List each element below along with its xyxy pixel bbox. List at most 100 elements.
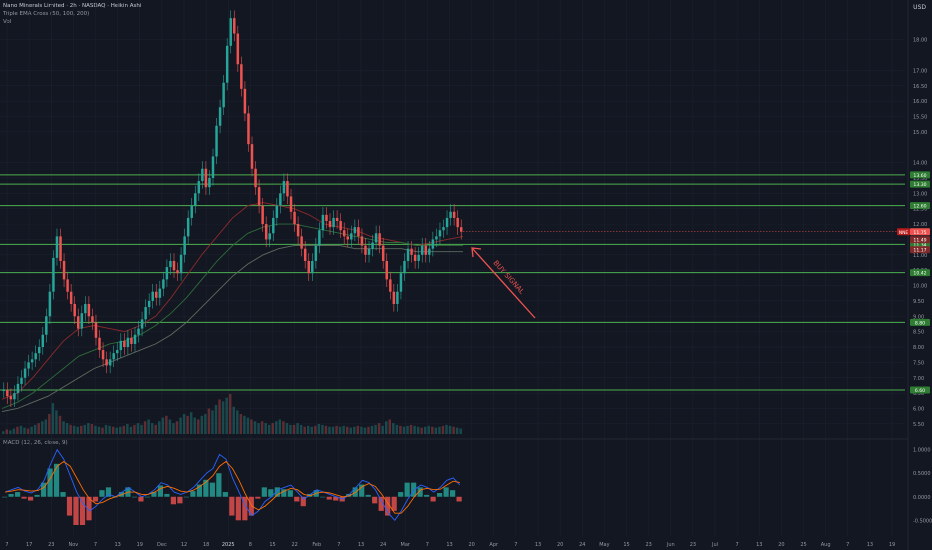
time-tick-label: 13	[867, 542, 873, 548]
candle	[225, 45, 229, 83]
volume-bar	[310, 426, 313, 434]
candle	[190, 205, 193, 218]
macd-histogram-bar	[235, 496, 241, 521]
macd-line	[5, 448, 461, 522]
time-tick-label: 2025	[222, 542, 235, 548]
candle	[169, 260, 172, 268]
volume-bar	[175, 421, 179, 434]
candle	[45, 316, 48, 335]
candle	[9, 396, 13, 400]
price-tick-label: 12.00	[913, 222, 927, 228]
candle	[194, 193, 197, 206]
symbol-title[interactable]: Nano Minerals Limited · 2h · NASDAQ · He…	[3, 3, 142, 9]
candle	[459, 227, 463, 232]
volume-bar	[168, 419, 172, 434]
candle	[59, 236, 62, 261]
volume-bar	[154, 424, 157, 434]
volume-bar	[119, 426, 122, 434]
time-tick-label: Mar	[401, 542, 411, 548]
macd-histogram-bar	[229, 496, 235, 516]
price-tick-label: 8.50	[913, 330, 924, 336]
macd-tick-label: 0.0000	[913, 495, 931, 501]
volume-bar	[16, 426, 19, 434]
candle	[112, 353, 115, 360]
volume-bar	[275, 421, 278, 434]
macd-histogram-bar	[378, 496, 384, 511]
volume-bar	[62, 421, 65, 434]
volume-bar	[285, 423, 289, 434]
macd-histogram-bar	[359, 484, 365, 497]
volume-bar	[186, 415, 189, 434]
volume-bar	[434, 427, 438, 434]
macd-histogram-bar	[73, 496, 79, 525]
macd-histogram-bar	[209, 482, 215, 497]
volume-bar	[189, 412, 193, 434]
volume-bar	[90, 424, 94, 434]
candle	[339, 221, 342, 231]
time-tick-label: 7	[337, 542, 340, 548]
candle	[147, 300, 151, 308]
macd-histogram-bar	[196, 484, 202, 497]
volume-bar	[87, 423, 90, 434]
macd-histogram-bar	[21, 496, 27, 499]
candle	[172, 260, 176, 271]
candle	[243, 88, 247, 114]
candle	[342, 230, 346, 237]
candle	[250, 144, 254, 169]
candle	[378, 233, 381, 246]
volume-bar	[296, 423, 299, 434]
time-tick-label: 17	[26, 542, 32, 548]
time-tick-label: 23	[690, 542, 696, 548]
macd-histogram-bar	[157, 485, 164, 497]
macd-histogram-bar	[92, 496, 99, 502]
volume-bar	[165, 415, 168, 434]
macd-histogram-bar	[216, 473, 222, 497]
volume-bar	[51, 403, 55, 434]
time-tick-label: 23	[645, 542, 651, 548]
macd-indicator-label[interactable]: MACD (12, 26, close, 9)	[3, 440, 68, 446]
volume-bar	[37, 423, 40, 434]
time-tick-label: 7	[846, 542, 849, 548]
price-tick-label: 16.00	[913, 99, 927, 105]
volume-bar	[19, 425, 23, 434]
volume-bar	[271, 423, 274, 434]
candle	[286, 181, 289, 197]
candle	[442, 227, 445, 231]
macd-histogram-bar	[417, 487, 423, 497]
volume-bar	[197, 419, 200, 434]
volume-bar	[406, 425, 409, 434]
macd-histogram-bar	[443, 487, 449, 497]
symbol-badge	[897, 228, 910, 236]
volume-bar	[267, 424, 271, 434]
volume-bar	[335, 425, 338, 434]
macd-histogram-bar	[372, 496, 378, 504]
ema-indicator-label[interactable]: Triple EMA Cross (50, 100, 200)	[3, 11, 90, 17]
macd-histogram-bar	[430, 496, 436, 502]
volume-bar	[239, 414, 243, 434]
time-tick-label: Nov	[68, 542, 78, 548]
candle	[62, 260, 66, 280]
candle	[396, 291, 399, 304]
volume-bar	[200, 415, 204, 434]
candle	[428, 248, 431, 255]
candle	[144, 307, 147, 320]
candle	[183, 236, 186, 255]
volume-bar	[179, 417, 182, 434]
price-tick-label: 13.50	[913, 176, 927, 182]
macd-histogram-bar	[203, 479, 209, 497]
candle	[229, 18, 232, 46]
candle	[296, 224, 300, 237]
candle	[240, 64, 243, 89]
buy-signal-arrow[interactable]	[471, 247, 536, 319]
candle	[48, 291, 52, 317]
volume-bar	[143, 421, 147, 434]
volume-bar	[69, 424, 72, 434]
candle	[293, 211, 296, 225]
time-tick-label: 20	[778, 542, 784, 548]
time-tick-label: Dec	[157, 542, 167, 548]
volume-bar	[423, 426, 427, 434]
macd-histogram-bar	[66, 496, 73, 516]
time-tick-label: 13	[756, 542, 762, 548]
volume-bar	[232, 406, 235, 434]
